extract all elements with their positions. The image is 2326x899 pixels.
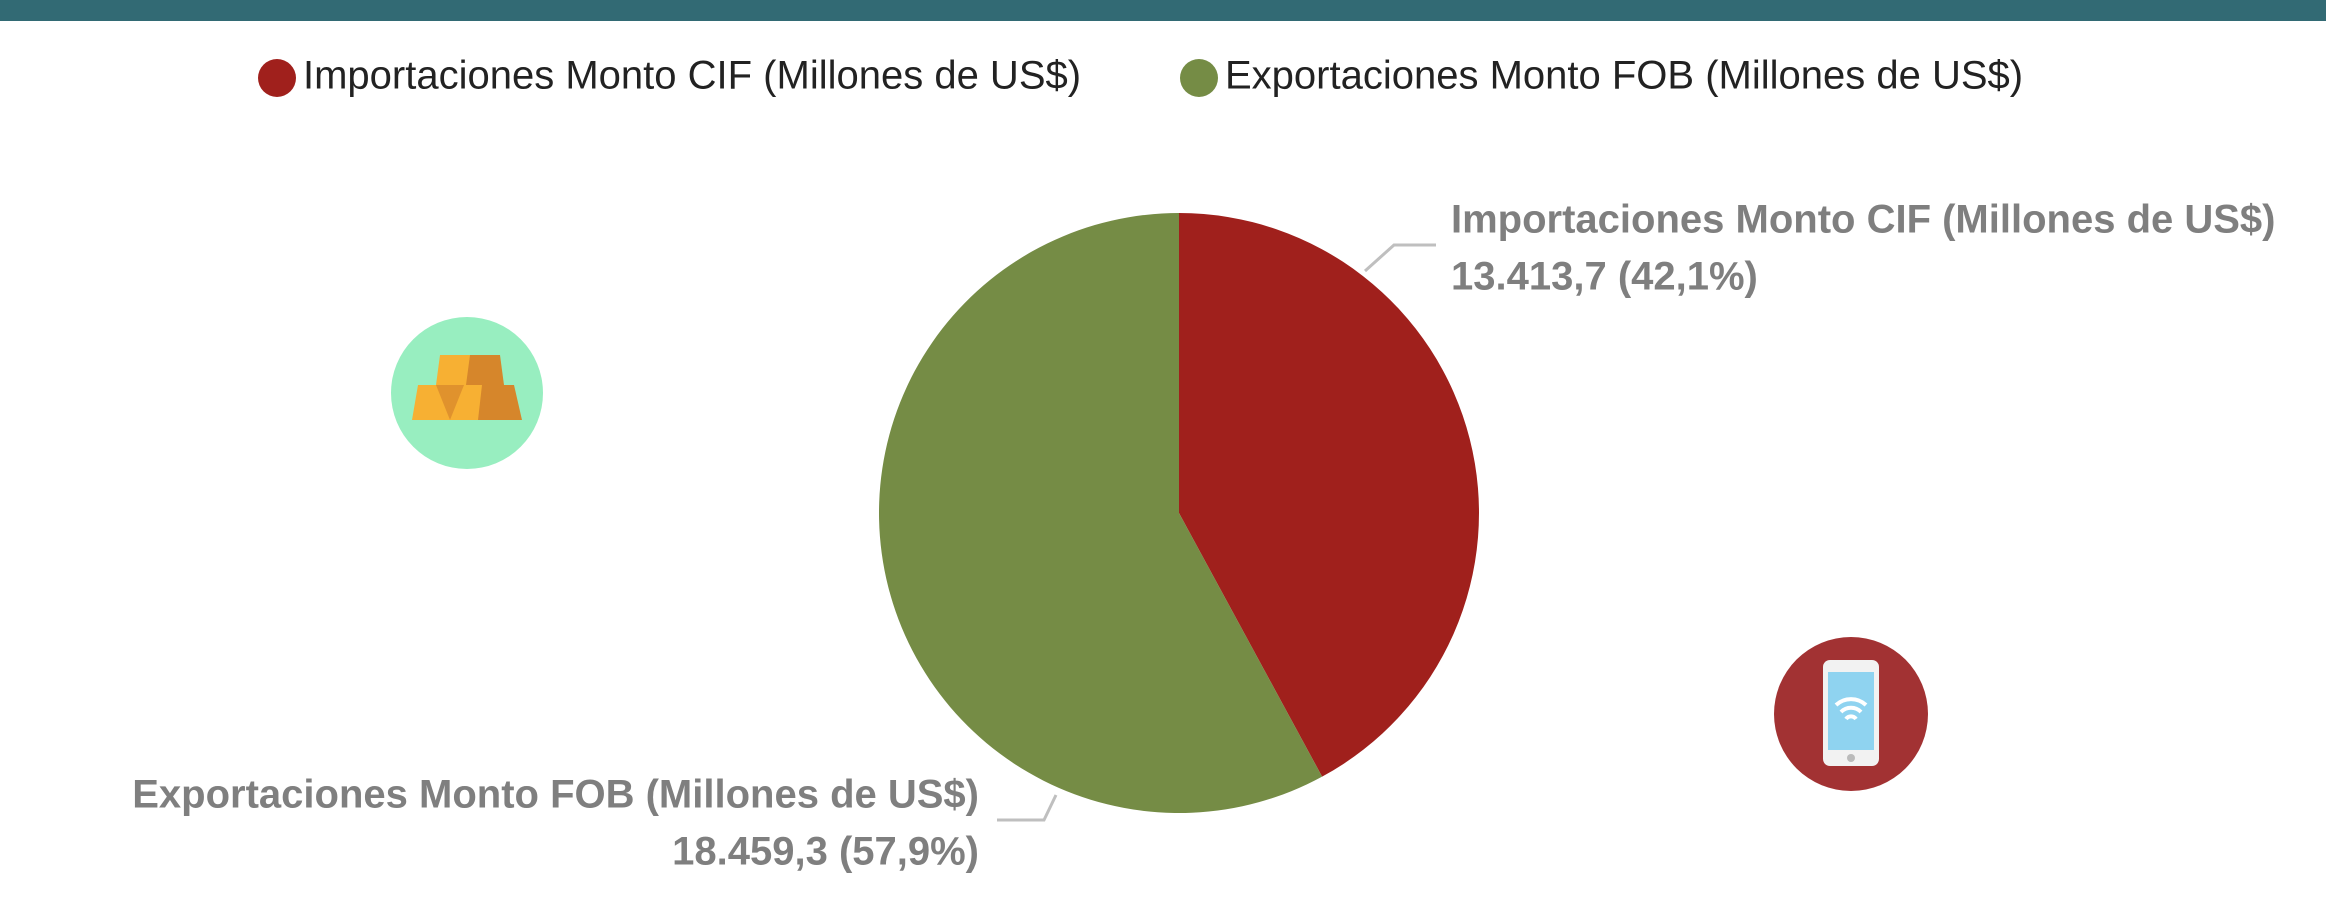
pie-slice <box>879 213 1323 813</box>
pie-slice <box>1179 213 1479 777</box>
data-label-value: 18.459,3 (57,9%) <box>672 830 979 874</box>
legend-label: Exportaciones Monto FOB (Millones de US$… <box>1225 54 2023 98</box>
data-label-value: 13.413,7 (42,1%) <box>1451 255 1758 299</box>
phone-icon <box>1774 637 1928 791</box>
legend-swatch <box>1180 59 1218 97</box>
leader-line <box>1363 243 1436 273</box>
legend-swatch <box>258 59 296 97</box>
data-label-name: Importaciones Monto CIF (Millones de US$… <box>1451 198 2276 242</box>
data-label-name: Exportaciones Monto FOB (Millones de US$… <box>132 773 979 817</box>
leader-line <box>997 794 1058 822</box>
gold-icon <box>391 317 543 469</box>
legend-label: Importaciones Monto CIF (Millones de US$… <box>303 54 1081 98</box>
top-bar <box>0 0 2326 21</box>
